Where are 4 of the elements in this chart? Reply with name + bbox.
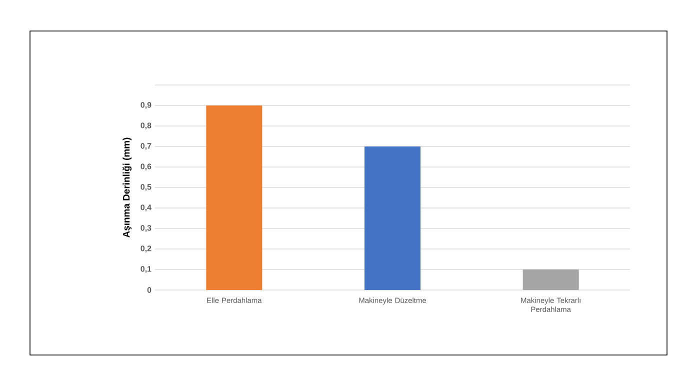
bar <box>206 105 262 290</box>
bar <box>364 146 421 290</box>
y-axis-title: Aşınma Derinliği (mm) <box>122 138 132 238</box>
bar <box>522 270 579 290</box>
